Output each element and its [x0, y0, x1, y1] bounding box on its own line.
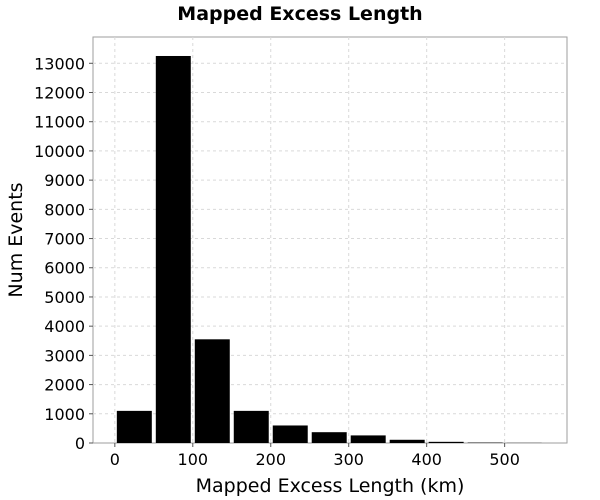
- chart-title: Mapped Excess Length: [177, 3, 422, 25]
- y-tick-label: 8000: [44, 200, 85, 219]
- histogram-bar: [350, 435, 386, 443]
- bars: [116, 55, 542, 444]
- y-tick-label: 9000: [44, 171, 85, 190]
- y-tick-label: 3000: [44, 346, 85, 365]
- histogram-bar: [389, 439, 425, 443]
- y-tick-label: 4000: [44, 317, 85, 336]
- y-tick-label: 11000: [34, 113, 85, 132]
- y-tick-label: 1000: [44, 405, 85, 424]
- histogram-bar: [272, 425, 308, 443]
- y-axis: 0 1000 2000 3000 4000 5000 6000 7000 8000 9000 100…: [34, 54, 93, 453]
- histogram-bar: [233, 410, 269, 443]
- y-tick-label: 2000: [44, 376, 85, 395]
- y-tick-label: 6000: [44, 259, 85, 278]
- histogram-bar: [311, 432, 347, 443]
- y-tick-label: 0: [75, 434, 85, 453]
- x-tick-label: 400: [411, 450, 442, 469]
- histogram-bar: [116, 410, 152, 443]
- x-tick-label: 500: [489, 450, 520, 469]
- y-axis-label: Num Events: [5, 182, 27, 297]
- y-tick-label: 7000: [44, 230, 85, 249]
- x-tick-label: 300: [333, 450, 364, 469]
- y-tick-label: 13000: [34, 54, 85, 73]
- y-tick-label: 10000: [34, 142, 85, 161]
- x-tick-label: 100: [178, 450, 209, 469]
- histogram-bar: [155, 55, 191, 444]
- x-tick-label: 200: [255, 450, 286, 469]
- y-tick-label: 12000: [34, 83, 85, 102]
- histogram-bar: [194, 339, 230, 443]
- histogram-bar: [428, 441, 464, 443]
- x-axis: 0 100 200 300 400 500: [110, 443, 520, 469]
- x-tick-label: 0: [110, 450, 120, 469]
- x-axis-label: Mapped Excess Length (km): [196, 475, 465, 497]
- y-tick-label: 5000: [44, 288, 85, 307]
